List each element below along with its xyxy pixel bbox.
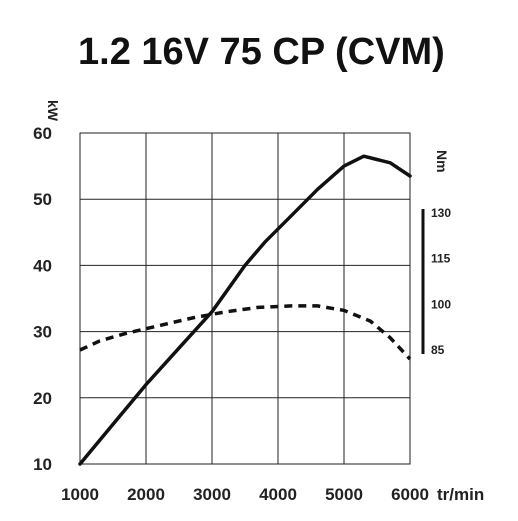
y2-axis: 85 100 115 130 xyxy=(421,206,451,357)
y2-tick-label: 85 xyxy=(431,343,445,357)
y2-axis-label: Nm xyxy=(434,150,450,173)
x-tick-label: 6000 xyxy=(391,485,429,504)
series xyxy=(78,154,412,466)
y2-tick-label: 115 xyxy=(431,252,451,266)
y-tick-label: 60 xyxy=(33,124,52,143)
y-tick-label: 20 xyxy=(33,389,52,408)
x-axis-label: tr/min xyxy=(437,485,484,504)
plot-frame xyxy=(79,132,411,465)
y-tick-label: 50 xyxy=(33,190,52,209)
y-axis-label: kW xyxy=(45,100,61,122)
x-ticks: 1000 2000 3000 4000 5000 6000 xyxy=(61,485,429,504)
x-tick-label: 3000 xyxy=(193,485,231,504)
y-tick-label: 30 xyxy=(33,323,52,342)
y2-tick-label: 100 xyxy=(431,297,451,311)
plot-area xyxy=(79,132,411,465)
x-tick-label: 1000 xyxy=(61,485,99,504)
power-curve xyxy=(78,154,412,466)
y-tick-label: 10 xyxy=(33,455,52,474)
x-tick-label: 4000 xyxy=(259,485,297,504)
y-ticks: 10 20 30 40 50 60 xyxy=(33,124,52,474)
y2-tick-label: 130 xyxy=(431,206,451,220)
x-tick-label: 2000 xyxy=(127,485,165,504)
chart-title: 1.2 16V 75 CP (CVM) xyxy=(78,31,445,73)
y-tick-label: 40 xyxy=(33,256,52,275)
x-tick-label: 5000 xyxy=(325,485,363,504)
torque-curve xyxy=(79,304,412,361)
